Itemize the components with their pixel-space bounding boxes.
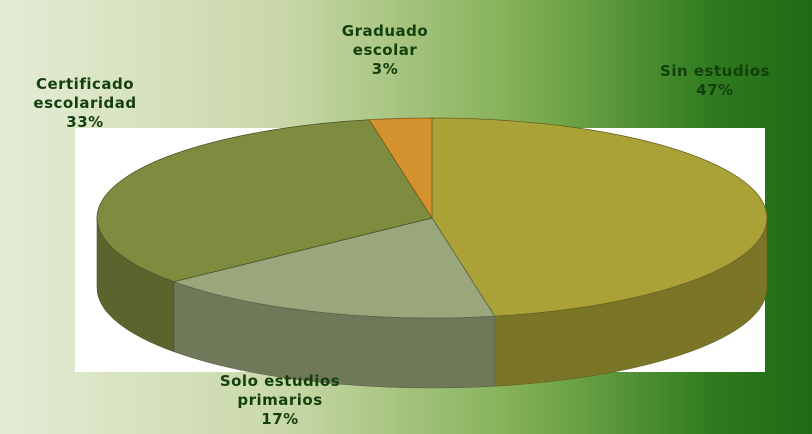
slice xyxy=(96,119,433,283)
slice-label: Graduado escolar 3% xyxy=(330,22,440,79)
slice-label: Sin estudios 47% xyxy=(640,62,790,100)
value-label: 47% xyxy=(696,81,734,99)
slice xyxy=(172,217,496,319)
value-label: 3% xyxy=(371,60,399,78)
slice-label: Solo estudios primarios 17% xyxy=(195,372,365,429)
value-label: 17% xyxy=(261,410,299,428)
category-name: Sin estudios xyxy=(660,62,770,80)
slice-label: Certificado escolaridad 33% xyxy=(10,75,160,132)
slice xyxy=(431,117,768,317)
value-label: 33% xyxy=(66,113,104,131)
slice xyxy=(368,117,433,220)
category-name: Certificado escolaridad xyxy=(33,75,137,112)
category-name: Solo estudios primarios xyxy=(219,372,341,409)
category-name: Graduado escolar xyxy=(341,22,429,59)
